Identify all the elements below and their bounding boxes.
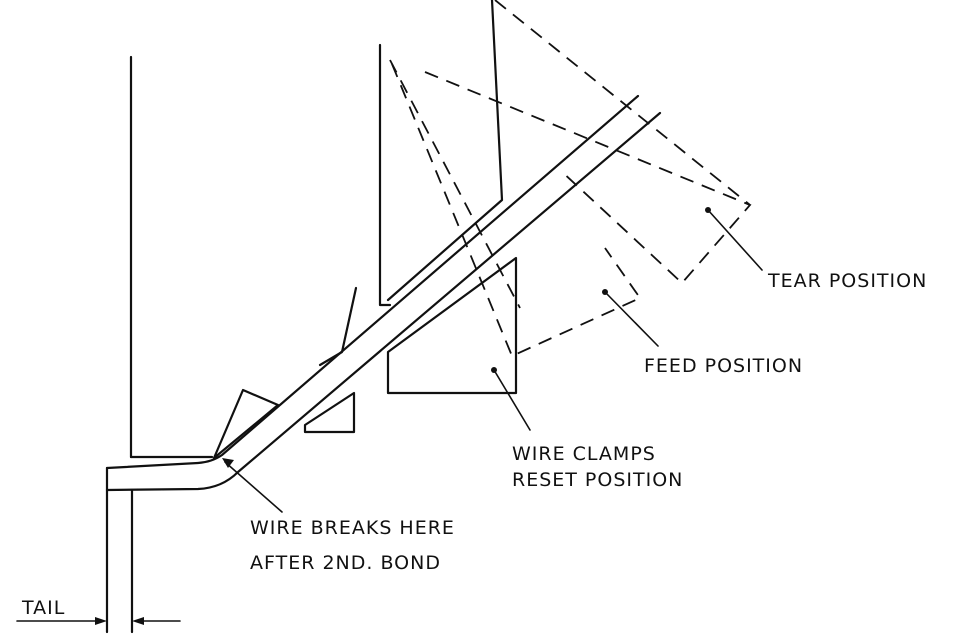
wire-clamps-leader: [491, 367, 531, 431]
bond-lead: [105, 488, 134, 634]
wire-clamps-label-line1: WIRE CLAMPS: [512, 443, 656, 465]
clamp-feed-position-outline: [389, 59, 642, 358]
wire-breaks-label-line1: WIRE BREAKS HERE: [250, 517, 455, 539]
feed-position-leader: [602, 289, 659, 347]
feed-position-label: FEED POSITION: [644, 355, 803, 377]
wire-breaks-label-line2: AFTER 2ND. BOND: [250, 552, 441, 574]
capillary-tool: [129, 55, 280, 460]
wire: [105, 94, 662, 492]
tear-position-leader: [705, 207, 763, 271]
tear-position-label: TEAR POSITION: [767, 270, 927, 292]
tail-dimension: [16, 617, 181, 625]
tail-label: TAIL: [21, 597, 65, 619]
upper-clamp-jaw: [318, 0, 504, 367]
wire-clamps-label-line2: RESET POSITION: [512, 469, 683, 491]
clamp-tear-position-outline: [424, 0, 752, 285]
wire-breaks-leader: [222, 458, 283, 513]
lower-clamp-jaw: [303, 256, 518, 434]
